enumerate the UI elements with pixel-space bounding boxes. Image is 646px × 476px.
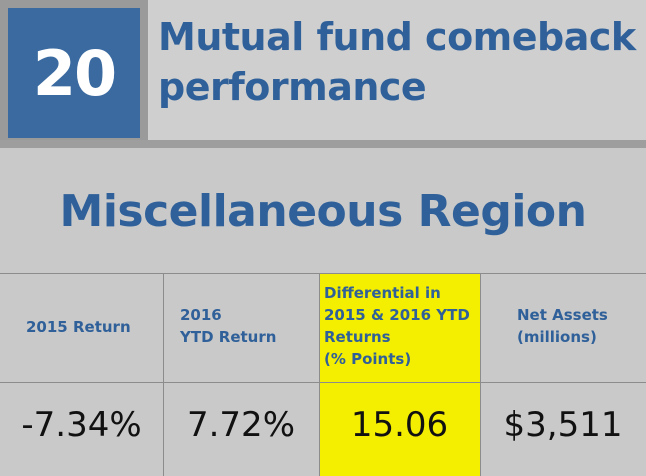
- highlight-column: [319, 274, 480, 476]
- header-line: Net Assets: [517, 306, 608, 324]
- rank-badge-frame: 20: [0, 0, 148, 140]
- page-title: Mutual fund comeback performance: [158, 12, 644, 112]
- column-divider: [163, 274, 164, 476]
- value-2015-return: -7.34%: [21, 405, 142, 445]
- header-line: (% Points): [324, 350, 412, 368]
- header-2015-return: 2015 Return: [26, 316, 161, 338]
- header-line: 2016: [180, 306, 222, 324]
- row-divider: [0, 382, 646, 383]
- value-2016-ytd-return: 7.72%: [186, 405, 295, 445]
- returns-table: 2015 Return 2016 YTD Return Differential…: [0, 273, 646, 476]
- header-line: YTD Return: [180, 328, 277, 346]
- header-line: Differential in: [324, 284, 441, 302]
- header-2016-ytd-return: 2016 YTD Return: [180, 304, 318, 348]
- title-line-2: performance: [158, 65, 427, 109]
- header-differential: Differential in 2015 & 2016 YTD Returns …: [324, 282, 480, 370]
- header-line: (millions): [517, 328, 597, 346]
- header-net-assets: Net Assets (millions): [517, 304, 645, 348]
- header-banner: 20 Mutual fund comeback performance: [0, 0, 646, 148]
- value-differential: 15.06: [350, 405, 449, 445]
- region-heading: Miscellaneous Region: [59, 186, 587, 237]
- header-divider: [0, 140, 646, 148]
- header-line: 2015 & 2016 YTD: [324, 306, 470, 324]
- rank-badge: 20: [8, 8, 140, 138]
- header-line: 2015 Return: [26, 318, 131, 336]
- column-divider: [480, 274, 481, 476]
- title-line-1: Mutual fund comeback: [158, 15, 636, 59]
- column-divider: [319, 274, 320, 476]
- header-line: Returns: [324, 328, 391, 346]
- value-net-assets: $3,511: [503, 405, 623, 445]
